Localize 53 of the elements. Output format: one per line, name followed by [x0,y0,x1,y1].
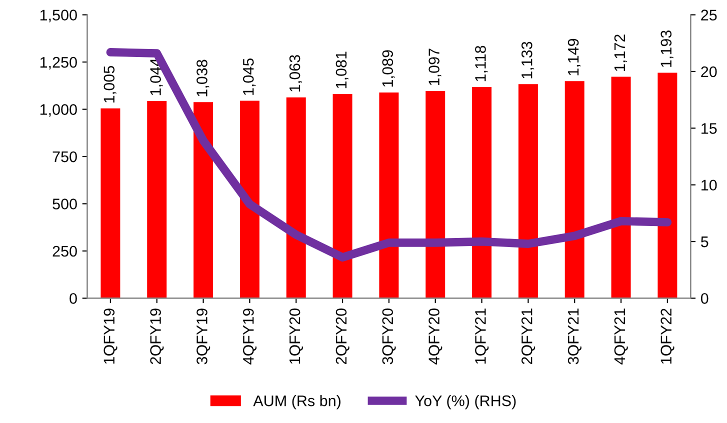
bar [286,97,306,298]
y-tick-label: 1,250 [40,56,77,70]
x-tick-label: 1QFY21 [475,308,489,364]
y-tick-label: 0 [70,293,77,304]
x-tick-label: 3QFY21 [568,308,582,364]
legend-label: YoY (%) (RHS) [415,395,516,410]
bar [658,72,678,298]
x-tick-label: 3QFY19 [196,308,210,364]
y-tick-label: 500 [52,198,77,210]
data-label: 1,118 [475,46,488,82]
data-label: 1,172 [614,34,627,71]
x-tick-label: 2QFY19 [150,308,164,364]
legend-label: AUM (Rs bn) [253,395,340,410]
data-label: 1,005 [104,66,116,102]
data-label: 1,038 [196,60,210,96]
data-label: 1,149 [568,38,581,76]
y2-tick-label: 10 [702,180,717,191]
x-tick-label: 1QFY19 [104,308,118,364]
y2-tick-label: 25 [701,10,717,20]
y-tick-label: 1,500 [40,10,77,22]
bar [472,86,492,298]
data-label: 1,133 [521,42,534,78]
x-tick-label: 1QFY22 [660,308,674,364]
bar [518,84,538,298]
y2-tick-label: 5 [700,236,708,248]
data-label: 1,193 [660,30,674,67]
data-label: 1,063 [289,55,302,92]
data-label: 1,089 [382,50,395,87]
y-tick-label: 1,000 [40,104,77,117]
y-tick-label: 750 [52,151,77,162]
bar [564,81,584,298]
x-tick-label: 4QFY21 [614,308,628,364]
y2-tick-label: 20 [701,66,717,78]
x-tick-label: 3QFY20 [382,308,396,364]
y2-tick-label: 0 [700,293,708,304]
bar [611,76,631,298]
y-tick-label: 250 [52,246,77,257]
bar [426,90,446,298]
x-tick-label: 1QFY20 [289,308,303,364]
bar [194,102,214,298]
bar [379,92,399,298]
x-tick-label: 2QFY20 [336,308,350,364]
y2-tick-label: 15 [702,123,717,134]
data-label: 1,097 [428,48,442,86]
bar [332,94,352,298]
bar [147,100,167,298]
data-label: 1,081 [336,52,348,88]
bar [240,100,260,298]
bar [100,108,120,298]
x-tick-label: 2QFY21 [521,308,536,364]
x-tick-label: 4QFY19 [242,308,257,364]
data-label: 1,045 [242,58,256,95]
x-tick-label: 4QFY20 [428,308,442,364]
